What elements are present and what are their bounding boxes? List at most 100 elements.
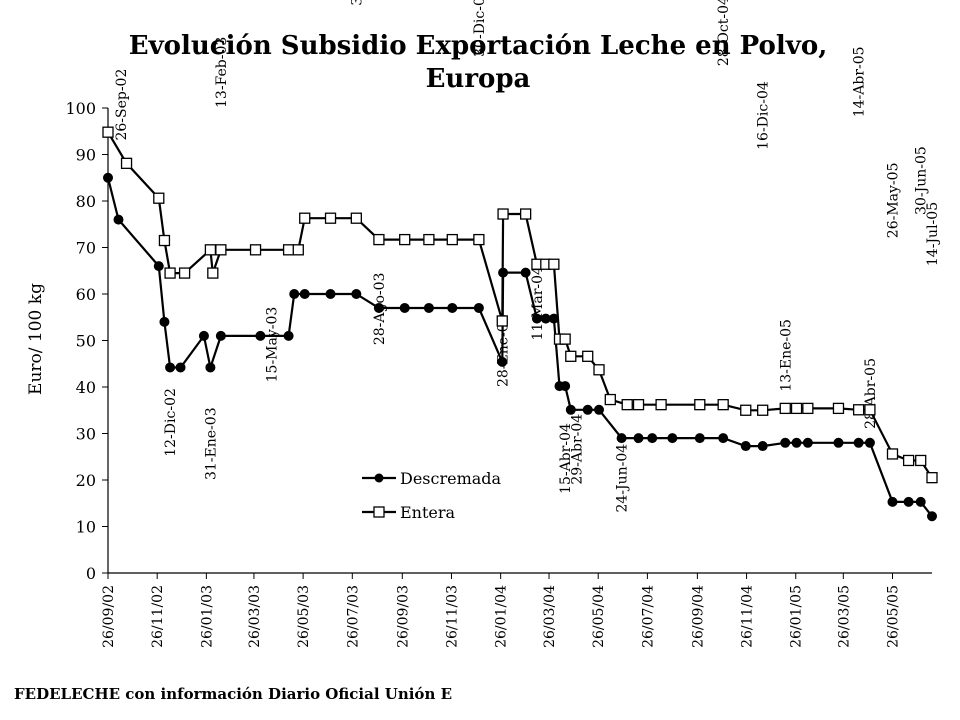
y-tick-label: 60 — [76, 285, 96, 304]
date-annotation: 13-Feb-03 — [214, 37, 230, 108]
axes: 0 10 20 30 40 50 60 70 80 90 100 26/09/02 26/11/02 26… — [65, 99, 932, 648]
chart-title-line: Europa — [426, 64, 531, 94]
data-point — [473, 302, 484, 313]
data-point — [548, 258, 560, 270]
x-tick-label: 26/09/04 — [690, 585, 706, 648]
data-point — [565, 350, 577, 362]
series-descremada — [103, 172, 937, 522]
data-point — [496, 315, 508, 327]
x-tick-label: 26/05/04 — [591, 585, 607, 648]
data-point — [780, 437, 791, 448]
data-point — [325, 289, 336, 299]
x-tick-label: 26/01/04 — [494, 585, 510, 648]
x-tick-label: 26/01/03 — [199, 585, 215, 648]
legend-label: Entera — [400, 503, 456, 522]
data-point — [423, 302, 434, 313]
chart-title-line: Evolución Subsidio Exportación Leche en … — [129, 31, 828, 61]
legend-label: Descremada — [400, 469, 502, 488]
data-point — [204, 244, 217, 256]
data-point — [833, 437, 844, 448]
x-tick-label: 26/05/03 — [296, 585, 312, 648]
data-point — [299, 289, 310, 299]
y-tick-label: 90 — [76, 146, 96, 165]
y-tick-label: 70 — [76, 239, 96, 258]
data-point — [446, 233, 458, 246]
data-point — [113, 214, 124, 225]
data-point — [165, 362, 176, 373]
data-point — [447, 302, 458, 313]
data-point — [790, 402, 803, 415]
date-annotation: 29-Abr-04 — [569, 414, 585, 485]
data-point — [559, 333, 571, 345]
data-point — [497, 356, 508, 367]
data-point — [616, 433, 627, 444]
data-point — [207, 267, 219, 279]
x-tick-label: 26/07/03 — [345, 585, 361, 648]
date-annotation: 16-Dic-04 — [756, 81, 772, 150]
data-point — [717, 399, 729, 411]
date-annotation: 14-Abr-05 — [852, 46, 868, 117]
data-point — [473, 233, 485, 246]
x-tick-label: 26/11/02 — [150, 585, 166, 648]
data-point — [565, 404, 576, 415]
data-point — [915, 496, 926, 507]
data-point — [915, 454, 927, 467]
data-point — [902, 454, 915, 467]
date-annotation: 30-Jun-05 — [914, 146, 930, 215]
data-point — [594, 404, 605, 415]
data-point — [779, 402, 791, 415]
data-point — [324, 212, 337, 224]
data-point — [633, 433, 644, 444]
y-tick-label: 40 — [76, 378, 96, 397]
data-point — [802, 437, 813, 448]
data-point — [718, 433, 729, 444]
data-point — [158, 234, 171, 247]
data-point — [497, 208, 509, 220]
data-point — [621, 399, 633, 411]
data-point — [582, 350, 594, 362]
data-point — [519, 208, 532, 220]
date-annotation: 24-Jun-04 — [615, 444, 631, 513]
x-tick-label: 26/11/03 — [444, 585, 460, 648]
data-point — [667, 433, 678, 444]
x-tick-label: 26/03/03 — [247, 585, 263, 648]
data-point — [292, 244, 304, 256]
x-tick-label: 26/09/02 — [101, 585, 117, 648]
data-point — [604, 393, 616, 406]
data-point — [740, 441, 751, 452]
series — [102, 126, 938, 522]
data-point — [215, 244, 227, 256]
data-point — [120, 157, 133, 169]
date-annotation: 13-Ene-05 — [778, 319, 794, 392]
data-point — [351, 289, 362, 299]
data-point — [373, 233, 385, 246]
data-point — [632, 399, 645, 411]
date-annotation: 30-Dic-03 — [472, 0, 488, 57]
data-point — [647, 433, 658, 444]
y-tick-label: 30 — [76, 425, 96, 444]
chart-title: Evolución Subsidio Exportación Leche en … — [129, 31, 828, 94]
y-axis-label: Euro/ 100 kg — [26, 283, 46, 395]
data-point — [694, 399, 706, 411]
data-point — [159, 316, 170, 327]
data-point — [153, 192, 165, 204]
data-point — [655, 399, 667, 411]
data-point — [926, 472, 938, 484]
date-annotation: 15-Abr-04 — [558, 423, 574, 494]
series-line — [107, 131, 933, 479]
data-point — [927, 511, 937, 522]
data-point — [299, 212, 311, 224]
data-point — [289, 289, 300, 299]
data-point — [560, 381, 571, 392]
date-annotation: 26-Sep-02 — [114, 69, 130, 141]
data-point — [175, 362, 186, 373]
data-point — [373, 302, 384, 313]
date-annotation: 15-May-03 — [265, 307, 281, 383]
y-tick-label: 10 — [76, 518, 96, 537]
data-point — [852, 404, 865, 416]
y-tick-label: 20 — [76, 471, 96, 490]
date-annotation: 14-Jul-05 — [925, 202, 941, 266]
data-point — [249, 244, 262, 256]
x-tick-label: 26/03/05 — [836, 585, 852, 648]
data-point — [283, 330, 294, 341]
